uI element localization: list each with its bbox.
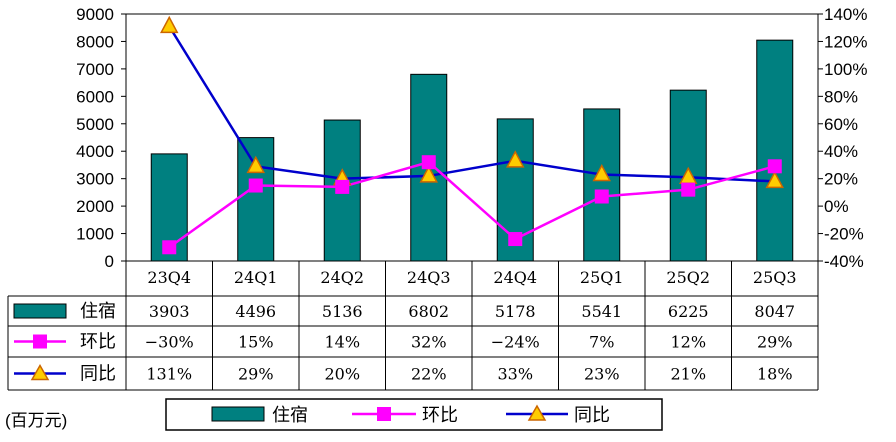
category-label: 25Q3 xyxy=(753,268,797,287)
table-cell: 29% xyxy=(238,365,274,384)
table-cell: 18% xyxy=(757,365,793,384)
table-cell: 33% xyxy=(497,365,533,384)
mom-point xyxy=(594,189,609,204)
table-cell: 12% xyxy=(670,333,706,352)
left-tick-label: 2000 xyxy=(76,197,114,216)
table-cell: 20% xyxy=(324,365,360,384)
right-tick-label: 40% xyxy=(824,142,858,161)
row-label: 同比 xyxy=(80,364,116,385)
axes: 0 1000 2000 3000 4000 5000 6000 7000 8000 9000 -40… xyxy=(76,5,867,271)
plot-frame xyxy=(125,13,819,262)
mom-point xyxy=(335,179,350,194)
table-cell: 6802 xyxy=(408,302,449,321)
yoy-point xyxy=(765,170,784,189)
table-cell: 7% xyxy=(589,333,614,352)
category-label: 25Q2 xyxy=(666,268,710,287)
right-tick-label: 140% xyxy=(824,5,867,24)
mom-point xyxy=(421,155,436,170)
table-cell: 4496 xyxy=(235,302,276,321)
mom-point xyxy=(248,178,263,193)
table-cell: −24% xyxy=(491,333,540,352)
right-tick-label: -20% xyxy=(824,225,864,244)
legend-key-bar xyxy=(211,406,265,422)
right-tick-label: -40% xyxy=(824,252,864,271)
mom-point xyxy=(767,159,782,174)
left-tick-label: 9000 xyxy=(76,5,114,24)
mom-point xyxy=(681,182,696,197)
yoy-point xyxy=(419,165,438,183)
legend-label: 住宿 xyxy=(272,405,308,426)
row-key-bar xyxy=(13,303,67,319)
right-tick-label: 120% xyxy=(824,32,867,51)
table-cell: 22% xyxy=(411,365,447,384)
table-cell: 29% xyxy=(757,333,793,352)
category-label: 24Q4 xyxy=(493,268,537,287)
table-cell: 32% xyxy=(411,333,447,352)
table-cell: 3903 xyxy=(149,302,190,321)
row-key-marker xyxy=(33,334,47,349)
right-tick-label: 100% xyxy=(824,60,867,79)
data-table: 23Q4 24Q1 24Q2 24Q3 24Q4 25Q1 25Q2 25Q3 住宿 3903 44… xyxy=(7,260,819,391)
category-label: 24Q2 xyxy=(320,268,364,287)
right-tick-label: 20% xyxy=(824,170,858,189)
legend-label: 环比 xyxy=(422,405,458,426)
left-tick-label: 4000 xyxy=(76,142,114,161)
legend-label: 同比 xyxy=(574,405,610,426)
bar xyxy=(583,108,621,262)
table-cell: 5136 xyxy=(322,302,363,321)
legend-key-marker xyxy=(377,407,391,421)
table-cell: 6225 xyxy=(668,302,709,321)
table-cell: 14% xyxy=(324,333,360,352)
row-label: 环比 xyxy=(80,332,116,353)
yoy-point xyxy=(246,155,265,174)
left-tick-label: 3000 xyxy=(76,170,114,189)
left-tick-label: 6000 xyxy=(76,87,114,106)
category-label: 25Q1 xyxy=(580,268,624,287)
yoy-point xyxy=(592,163,611,182)
table-cell: 21% xyxy=(670,365,706,384)
table-cell: 15% xyxy=(238,333,274,352)
row-key-marker xyxy=(30,363,50,381)
right-tick-label: 60% xyxy=(824,115,858,134)
yoy-point xyxy=(506,150,525,168)
right-tick-label: 80% xyxy=(824,87,858,106)
series-line xyxy=(168,25,775,183)
mom-point xyxy=(162,240,177,255)
table-cell: 23% xyxy=(584,365,620,384)
left-tick-label: 0 xyxy=(105,252,114,271)
left-tick-label: 1000 xyxy=(76,225,114,244)
legend: 住宿 环比 同比 xyxy=(165,398,663,431)
left-tick-label: 8000 xyxy=(76,32,114,51)
left-tick-label: 7000 xyxy=(76,60,114,79)
table-cell: 8047 xyxy=(754,302,795,321)
table-cell: 131% xyxy=(146,365,192,384)
table-cell: 5178 xyxy=(495,302,536,321)
legend-key-marker xyxy=(527,404,547,421)
mom-point xyxy=(508,232,523,247)
table-cell: −30% xyxy=(145,333,194,352)
left-tick-label: 5000 xyxy=(76,115,114,134)
right-tick-label: 0% xyxy=(824,197,849,216)
category-label: 24Q3 xyxy=(407,268,451,287)
table-cell: 5541 xyxy=(581,302,622,321)
category-label: 24Q1 xyxy=(234,268,278,287)
lines xyxy=(159,15,784,255)
category-label: 23Q4 xyxy=(147,268,191,287)
yoy-point xyxy=(159,15,179,34)
row-label: 住宿 xyxy=(80,301,116,322)
bar xyxy=(756,39,794,262)
series-line xyxy=(168,160,776,249)
unit-label: (百万元) xyxy=(5,411,67,430)
